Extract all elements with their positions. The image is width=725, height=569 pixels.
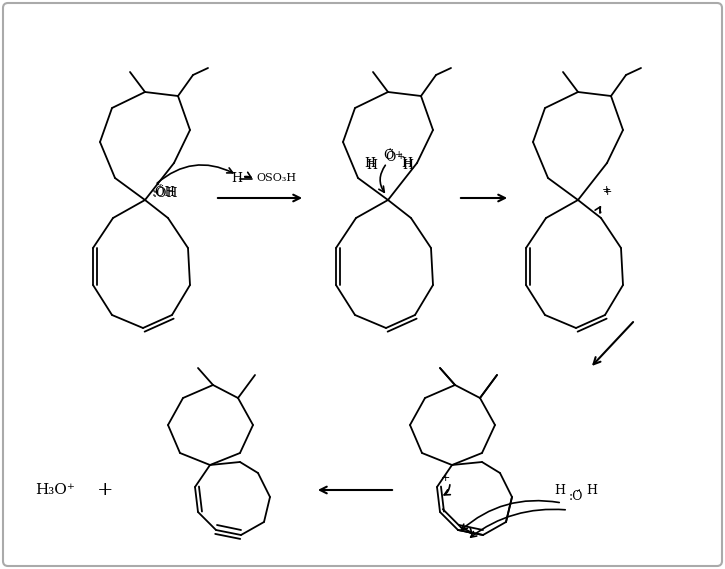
Text: :Ȯ: :Ȯ [568,490,583,504]
Text: H: H [555,484,566,497]
Text: +: + [96,481,113,499]
Text: :ÖH: :ÖH [153,187,178,200]
FancyBboxPatch shape [3,3,722,566]
Text: +: + [440,473,450,483]
Text: H: H [402,156,413,170]
Text: +: + [395,150,403,159]
Text: Ȯ: Ȯ [383,149,393,162]
Text: H: H [367,159,378,171]
Text: +: + [602,187,612,197]
Text: H₃O⁺: H₃O⁺ [35,483,75,497]
Text: :ÖH: :ÖH [152,185,176,199]
Text: H: H [402,159,413,171]
Text: OSO₃H: OSO₃H [256,173,296,183]
Text: Ö: Ö [385,150,395,163]
Text: H: H [365,156,376,170]
Text: ··: ·· [573,487,579,497]
Text: H: H [231,171,242,184]
Text: H: H [587,484,597,497]
Text: +: + [601,185,610,195]
Text: +: + [397,152,405,161]
